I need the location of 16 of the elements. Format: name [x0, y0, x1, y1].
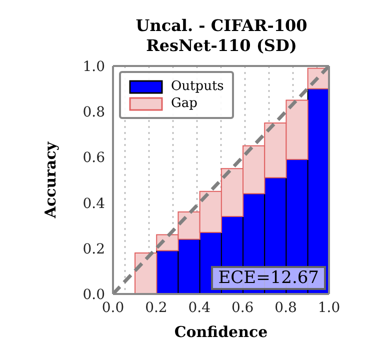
y-tick-label: 0.4	[82, 196, 106, 212]
chart-title: Uncal. - CIFAR-100 ResNet-110 (SD)	[134, 16, 308, 56]
x-tick-label: 0.2	[145, 300, 168, 316]
y-tick-label: 0.2	[82, 241, 105, 258]
y-axis-title: Accuracy	[41, 140, 60, 220]
x-axis-title: Confidence	[174, 323, 268, 341]
annotation: ECE=12.67	[211, 266, 326, 290]
legend-label: Outputs	[171, 79, 224, 94]
y-tick-label: 0.8	[82, 104, 105, 121]
x-tick-label: 1.0	[318, 300, 340, 316]
x-tick-label: 0.8	[274, 300, 297, 316]
x-tick-label: 0.6	[231, 300, 254, 316]
x-tick-label: 0.4	[188, 300, 211, 316]
legend-label: Gap	[171, 96, 198, 111]
y-tick-label: 0.6	[82, 150, 106, 166]
y-tick-label: 1.0	[82, 58, 105, 75]
